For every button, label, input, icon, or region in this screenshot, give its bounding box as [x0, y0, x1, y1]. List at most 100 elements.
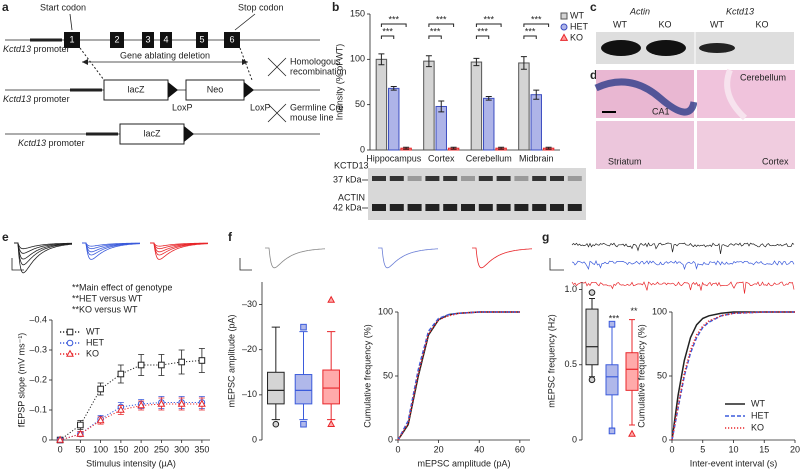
x-tick-label: 5 — [700, 444, 705, 454]
lacz-label: lacZ — [143, 128, 161, 138]
bar — [518, 62, 530, 151]
band — [461, 204, 475, 211]
marker — [117, 370, 125, 378]
x-tick-label: 50 — [75, 444, 85, 454]
band — [425, 204, 440, 211]
band — [496, 204, 511, 211]
trace — [14, 242, 73, 266]
sig-label: *** — [388, 14, 399, 24]
band — [567, 176, 582, 181]
cerebellum-layer — [724, 68, 748, 121]
band — [532, 176, 547, 181]
legend-label: HET — [751, 410, 770, 420]
whisker — [589, 364, 595, 378]
gene-name: Kctd13 — [3, 44, 31, 54]
homologous: recombination — [290, 66, 347, 76]
box — [585, 308, 599, 366]
exon-label: 2 — [114, 34, 119, 44]
annotation: **HET versus WT — [72, 293, 143, 303]
homologous: Homologous — [290, 56, 341, 66]
cross — [267, 57, 287, 77]
blot — [368, 168, 586, 220]
legend-label: HET — [86, 337, 105, 347]
sig-label: *** — [382, 26, 393, 36]
lane-label: WT — [613, 19, 627, 29]
marker — [300, 420, 307, 428]
sig-label: *** — [609, 314, 620, 324]
exon — [224, 32, 240, 48]
neo-label: Neo — [207, 84, 224, 94]
bar — [483, 97, 495, 151]
loxp — [244, 82, 254, 98]
blot-label: 37 kDa — [333, 174, 362, 184]
y-tick-label: –0.4 — [29, 314, 47, 324]
series-line — [397, 311, 520, 441]
band — [478, 204, 493, 211]
sig-bracket — [380, 23, 407, 27]
y-tick-label: 0 — [572, 434, 577, 444]
marker — [76, 429, 85, 437]
sig-label: *** — [477, 26, 488, 36]
marker — [116, 405, 125, 413]
marker — [588, 376, 596, 384]
x-tick-label: Cortex — [428, 153, 455, 163]
box — [294, 374, 313, 405]
marker — [66, 328, 74, 336]
x-tick-label: Midbrain — [519, 153, 554, 163]
cross — [267, 103, 287, 123]
lane-label: KO — [658, 19, 671, 29]
lane-label: KO — [755, 19, 768, 29]
sig-bracket — [380, 35, 395, 39]
band — [407, 204, 422, 211]
trace — [571, 242, 795, 254]
marker — [560, 12, 568, 20]
bar — [435, 105, 447, 151]
y-tick-label: –10 — [242, 389, 257, 399]
promoter-label: Kctd13 promoter — [18, 138, 85, 148]
y-tick-label: 0 — [252, 434, 257, 444]
promoter-word: promoter — [34, 44, 70, 54]
x-tick-label: 40 — [474, 444, 484, 454]
marker — [198, 357, 206, 364]
sig-label: *** — [525, 26, 536, 36]
region-label: CA1 — [652, 106, 670, 116]
whisker — [327, 331, 336, 371]
sig-bracket — [475, 35, 490, 39]
marker — [177, 399, 186, 407]
x-tick-label: 60 — [515, 444, 525, 454]
scale-bar — [11, 258, 24, 271]
trace — [265, 247, 326, 269]
marker — [158, 361, 165, 369]
bar — [375, 58, 388, 151]
exon — [142, 32, 154, 48]
image — [697, 121, 795, 169]
sig-label: *** — [436, 14, 447, 24]
marker — [178, 358, 185, 366]
y-tick-label: –30 — [242, 299, 257, 309]
y-tick-label: 0.5 — [564, 359, 577, 369]
stop-codon: Stop codon — [238, 2, 284, 12]
dashed-guide — [79, 47, 105, 81]
sig-bracket — [475, 23, 502, 27]
exon-label: 5 — [199, 34, 204, 44]
legend-label: WT — [751, 398, 765, 408]
exon — [160, 32, 172, 48]
marker — [327, 295, 336, 303]
band — [699, 43, 735, 53]
error-bar — [473, 57, 480, 67]
y-tick-label: 1.0 — [564, 284, 577, 294]
error-bar — [390, 86, 397, 91]
scale-bar — [239, 258, 252, 271]
series-line — [59, 360, 202, 441]
whisker — [589, 298, 595, 310]
marker — [588, 289, 596, 296]
panel-label: b — [332, 0, 339, 14]
whisker — [609, 326, 615, 365]
whisker — [327, 403, 336, 421]
legend-label: KO — [751, 422, 764, 432]
error-bar — [545, 146, 552, 150]
band — [514, 204, 529, 211]
legend-label: WT — [570, 10, 584, 20]
